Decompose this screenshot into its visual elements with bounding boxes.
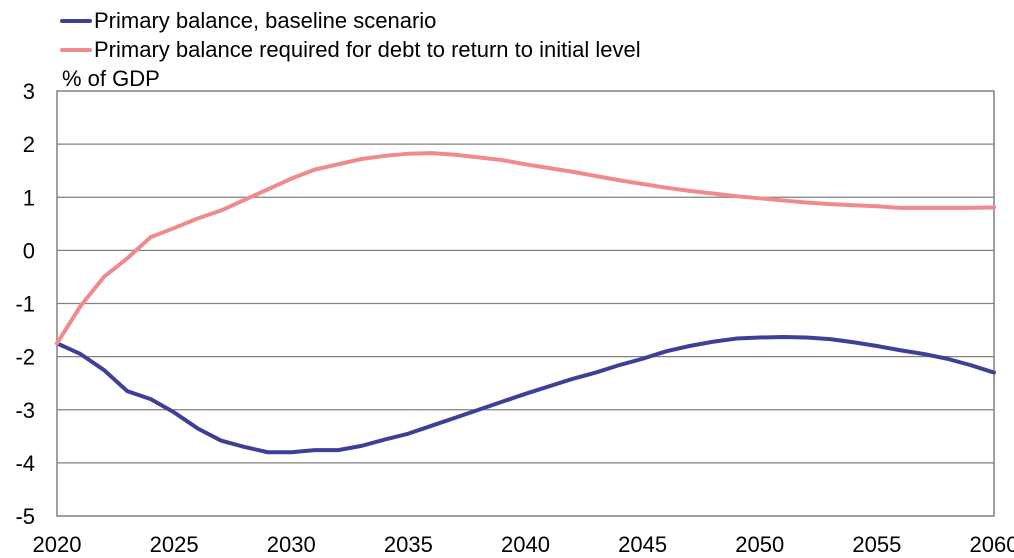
y-tick-label: -2 xyxy=(15,345,35,370)
x-tick-label: 2025 xyxy=(150,532,199,557)
x-tick-label: 2035 xyxy=(384,532,433,557)
x-tick-label: 2040 xyxy=(501,532,550,557)
gridlines xyxy=(57,143,994,464)
y-tick-label: -1 xyxy=(15,292,35,317)
y-tick-label: 2 xyxy=(23,132,35,157)
y-tick-label: 1 xyxy=(23,185,35,210)
x-tick-label: 2020 xyxy=(33,532,82,557)
x-axis-ticks: 2020 2025 2030 2035 2040 2045 2050 2055 2060 xyxy=(33,532,1014,557)
y-tick-label: -5 xyxy=(15,504,35,529)
legend-item-required: Primary balance required for debt to ret… xyxy=(60,37,641,62)
legend-label-required: Primary balance required for debt to ret… xyxy=(94,37,641,62)
x-tick-label: 2055 xyxy=(852,532,901,557)
legend-label-baseline: Primary balance, baseline scenario xyxy=(94,8,436,33)
series-lines xyxy=(55,151,996,455)
x-tick-label: 2030 xyxy=(267,532,316,557)
legend-item-baseline: Primary balance, baseline scenario xyxy=(60,8,436,33)
y-axis-unit-label: % of GDP xyxy=(62,66,160,91)
y-tick-label: 0 xyxy=(23,238,35,263)
x-tick-label: 2060 xyxy=(970,532,1014,557)
x-tick-label: 2050 xyxy=(735,532,784,557)
y-axis-ticks: 3 2 1 0 -1 -2 -3 -4 -5 xyxy=(15,79,35,529)
x-tick-label: 2045 xyxy=(618,532,667,557)
plot-frame xyxy=(56,90,995,517)
legend: Primary balance, baseline scenario Prima… xyxy=(60,8,641,62)
y-tick-label: -3 xyxy=(15,398,35,423)
y-tick-label: -4 xyxy=(15,451,35,476)
series-line-baseline xyxy=(55,334,996,455)
y-tick-label: 3 xyxy=(23,79,35,104)
series-line-required xyxy=(55,151,996,346)
